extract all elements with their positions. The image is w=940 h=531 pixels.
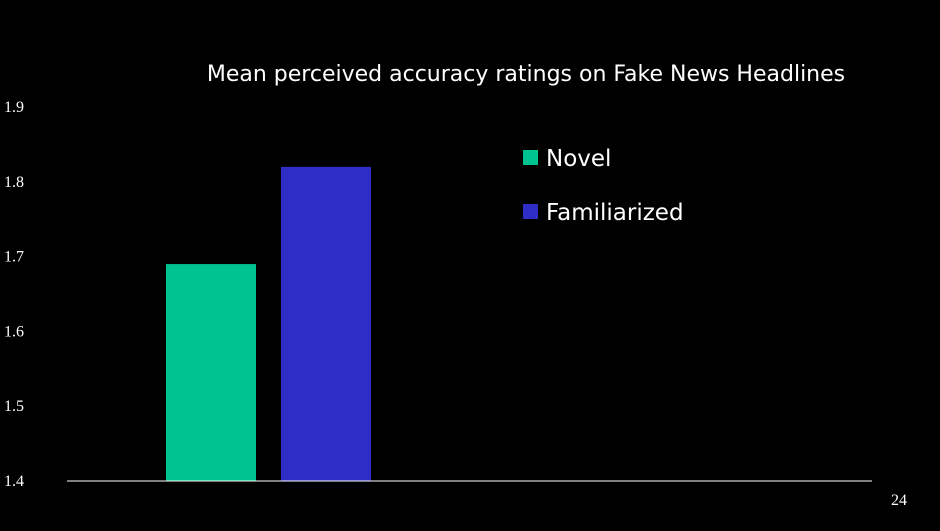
legend-label-familiarized: Familiarized — [546, 200, 684, 226]
y-axis-ticks: 1.4 1.5 1.6 1.7 1.8 1.9 — [4, 99, 24, 490]
y-tick-label: 1.7 — [4, 249, 24, 266]
y-tick-label: 1.8 — [4, 174, 24, 191]
legend-swatch-familiarized — [523, 204, 538, 219]
y-tick-label: 1.4 — [4, 473, 24, 490]
bar-novel — [166, 264, 256, 481]
bars — [166, 166, 371, 481]
chart-title: Mean perceived accuracy ratings on Fake … — [207, 62, 845, 87]
y-tick-label: 1.9 — [4, 99, 24, 116]
legend-swatch-novel — [523, 150, 538, 165]
page-number: 24 — [891, 492, 907, 509]
y-tick-label: 1.5 — [4, 398, 24, 415]
bar-familiarized — [281, 166, 371, 481]
y-tick-label: 1.6 — [4, 323, 24, 340]
legend-label-novel: Novel — [546, 146, 611, 172]
legend: Novel Familiarized — [523, 146, 684, 226]
